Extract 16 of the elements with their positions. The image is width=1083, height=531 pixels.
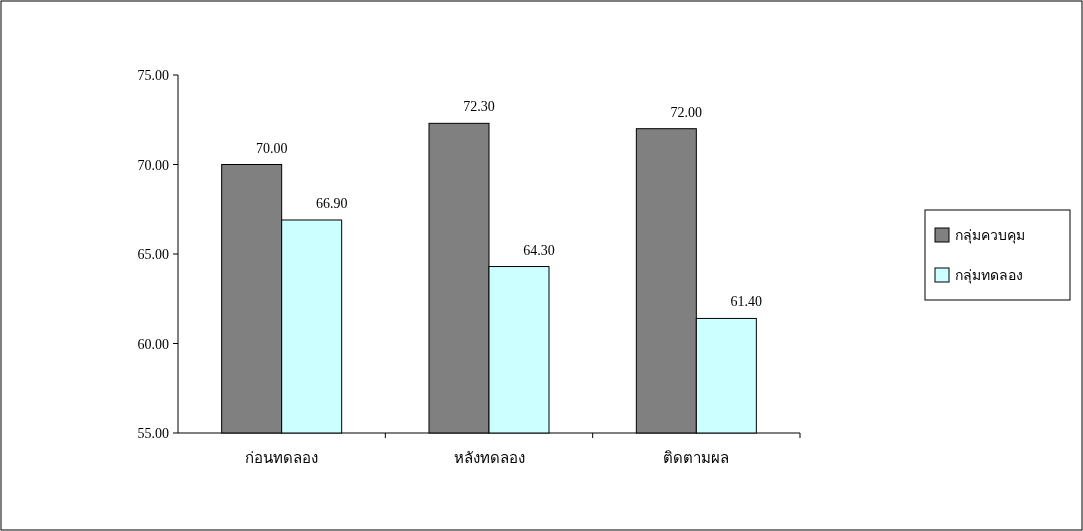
- x-tick-label: หลังทดลอง: [453, 450, 525, 466]
- legend-label: กลุ่มทดลอง: [955, 268, 1023, 284]
- y-tick-label: 60.00: [137, 336, 169, 352]
- y-tick-label: 70.00: [137, 157, 169, 173]
- y-tick-label: 65.00: [137, 247, 169, 262]
- x-tick-label: ก่อนทดลอง: [245, 450, 319, 466]
- data-label: 72.30: [463, 99, 495, 115]
- x-tick-label: ติดตามผล: [663, 450, 730, 466]
- y-tick-label: 75.00: [137, 68, 169, 83]
- data-label: 70.00: [255, 140, 288, 156]
- data-label: 66.90: [315, 195, 348, 211]
- legend-label: กลุ่มควบคุม: [955, 228, 1025, 244]
- data-label: 72.00: [670, 104, 703, 120]
- y-tick-label: 55.00: [137, 426, 169, 441]
- data-label: 61.40: [730, 294, 763, 310]
- data-label: 64.30: [523, 242, 555, 258]
